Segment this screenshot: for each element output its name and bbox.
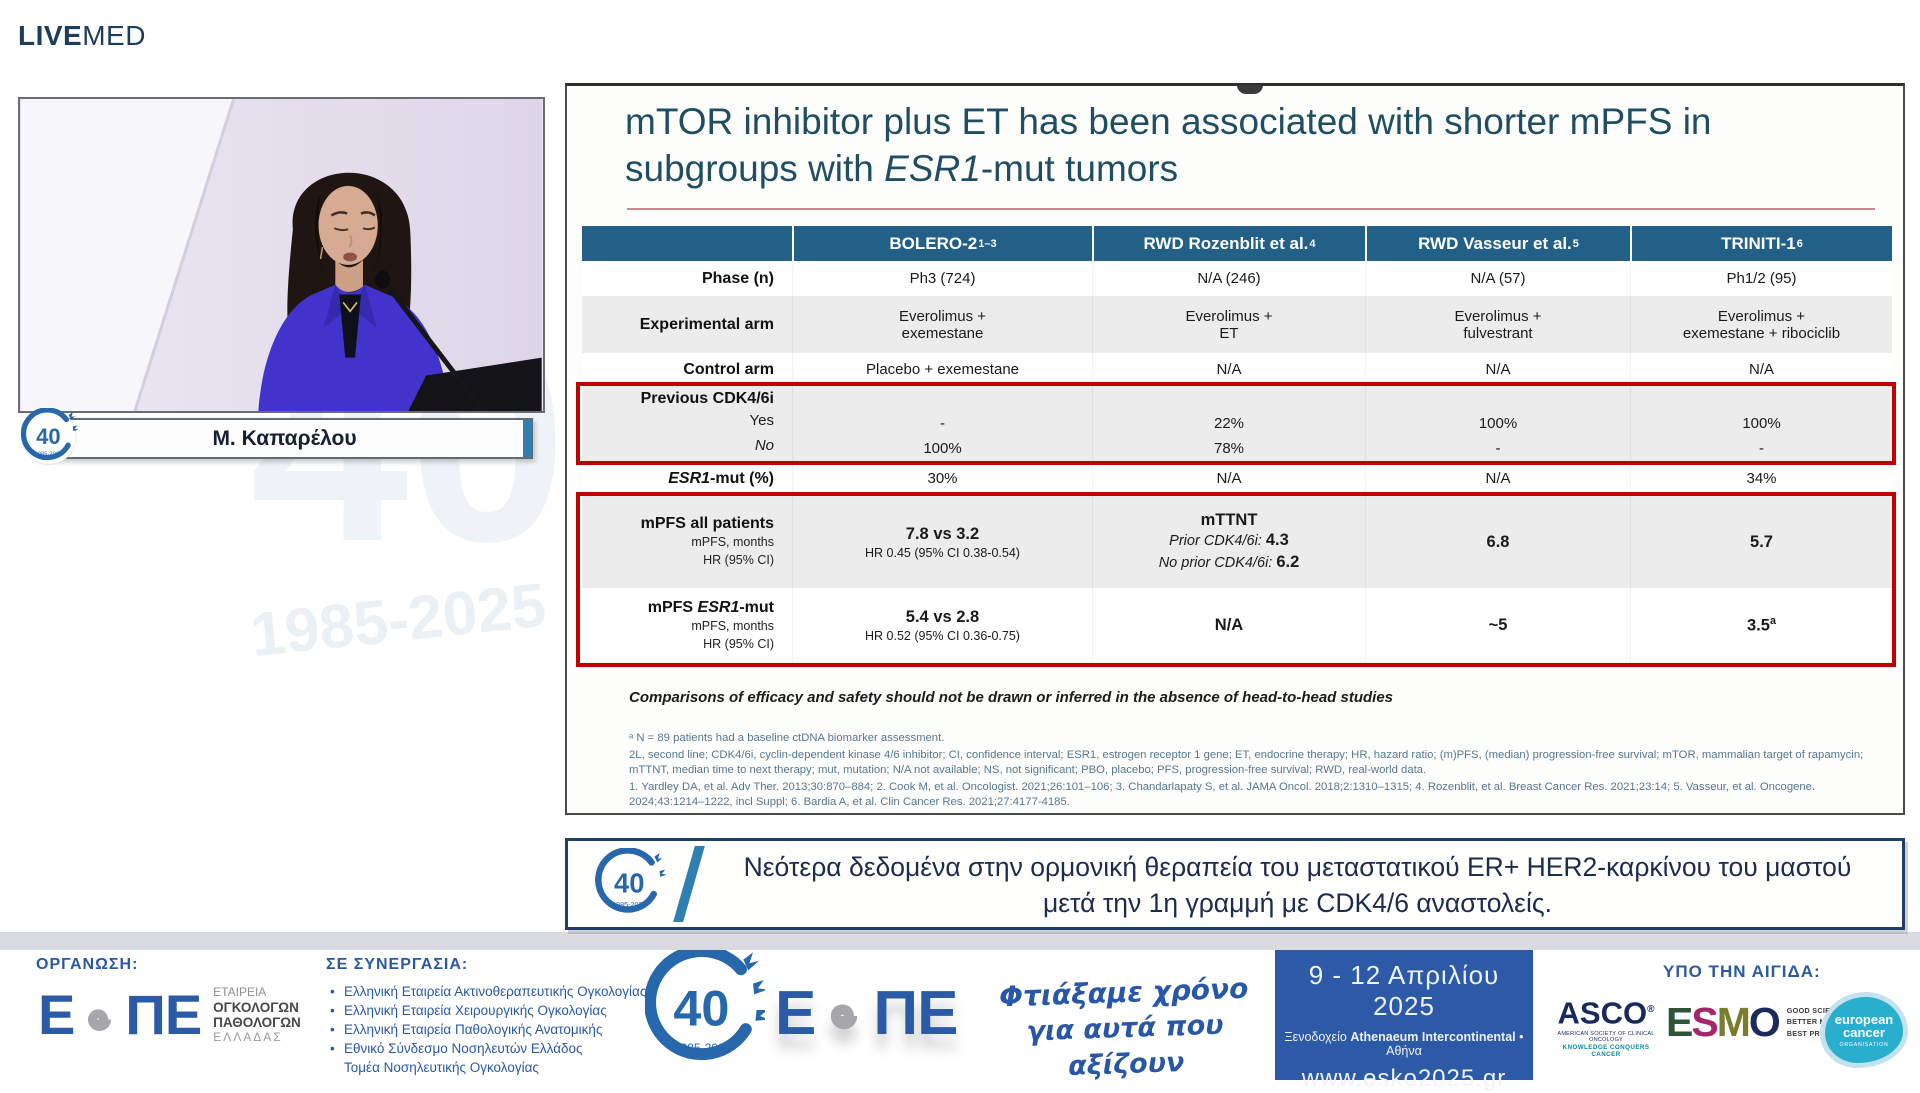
table-row-control-arm: Control arm Placebo + exemestane N/A N/A… (582, 353, 1892, 386)
slide-footnotes: ᵃ N = 89 patients had a baseline ctDNA b… (629, 731, 1874, 812)
microphone-icon (384, 282, 486, 411)
badge-years: 1985-2025 (612, 900, 646, 909)
badge-palm-icon (743, 952, 765, 1021)
footnote-references: 1. Yardley DA, et al. Adv Ther. 2013;30:… (629, 780, 1816, 809)
event-info-box: 9 - 12 Απριλίου 2025 Ξενοδοχείο Athenaeu… (1275, 946, 1533, 1092)
table-row-esr1-mut: ESR1-mut (%) 30% N/A N/A 34% (582, 461, 1892, 496)
badge-splash-icon (68, 412, 78, 432)
footnote-a: ᵃ N = 89 patients had a baseline ctDNA b… (629, 732, 945, 744)
stage-curtain (21, 99, 234, 411)
slide-title: mTOR inhibitor plus ET has been associat… (625, 98, 1905, 192)
badge-number: 40 (614, 868, 644, 899)
presentation-slide: mTOR inhibitor plus ET has been associat… (565, 83, 1905, 815)
session-title-banner: 40 1985-2025 Νεότερα δεδομένα στην ορμον… (565, 838, 1905, 930)
spiral-icon (817, 987, 871, 1041)
bullet-icon: • (330, 1003, 335, 1018)
event-dates: 9 - 12 Απριλίου 2025 (1308, 960, 1500, 1021)
speaker-figure (258, 172, 450, 411)
title-underline (627, 208, 1875, 210)
collab-item: • Εθνικό Σύνδεσμο Νοσηλευτών Ελλάδος Τομέ… (330, 1041, 583, 1075)
speaker-nameplate: Μ. Καπαρέλου (36, 418, 533, 459)
badge-years: 1985-2025 (35, 452, 63, 458)
table-row-mpfs-all-patients: mPFS all patients mPFS, months HR (95% C… (582, 496, 1892, 588)
bullet-icon: • (330, 1022, 335, 1037)
table-header-row: BOLERO-2 1–3 RWD Rozenblit et al. 4 RWD Va… (582, 226, 1892, 261)
aegis-label: ΥΠΟ ΤΗΝ ΑΙΓΙΔΑ: (1663, 962, 1821, 981)
livemed-logo-live: LIVE (18, 20, 83, 51)
table-row-experimental-arm: Experimental arm Everolimus + exemestane… (582, 296, 1892, 353)
table-row-previous-cdk46i: Previous CDK4/6i Yes No - 100% 22% 78% 1… (582, 386, 1892, 461)
badge-number: 40 (673, 980, 729, 1037)
bullet-icon: • (330, 1041, 335, 1056)
podium (408, 357, 542, 411)
collaboration-label: ΣΕ ΣΥΝΕΡΓΑΣΙΑ: (326, 956, 469, 973)
speaker-video (18, 97, 545, 413)
collaboration-list: • Ελληνική Εταιρεία Ακτινοθεραπευτικής Ογ… (330, 982, 646, 1077)
header-triniti1: TRINITI-1 6 (1630, 226, 1892, 261)
header-blank-cell (582, 226, 792, 261)
highlight-box-previous-cdk46i (576, 382, 1896, 465)
slide-title-line1: mTOR inhibitor plus ET has been associat… (625, 101, 1712, 142)
nameplate-accent-bar (523, 420, 531, 457)
spiral-icon (76, 991, 123, 1038)
collab-item: • Ελληνική Εταιρεία Παθολογικής Ανατομική… (330, 1022, 603, 1037)
event-url: www.esko2025.gr (1301, 1065, 1507, 1092)
badge-number: 40 (36, 424, 61, 449)
header-bolero2: BOLERO-2 1–3 (792, 226, 1092, 261)
speaker-video-scene (21, 99, 542, 411)
table-row-mpfs-esr1-mut: mPFS ESR1-mut mPFS, months HR (95% CI) 5… (582, 588, 1892, 663)
header-vasseur: RWD Vasseur et al. 5 (1365, 226, 1630, 261)
header-rozenblit: RWD Rozenblit et al. 4 (1092, 226, 1365, 261)
asco-logo: ASCO® AMERICAN SOCIETY OF CLINICAL ONCOL… (1557, 995, 1655, 1059)
organizer-label: ΟΡΓΑΝΩΣΗ: (36, 956, 139, 973)
speaker-name: Μ. Καπαρέλου (212, 426, 357, 450)
session-title-line2: μετά την 1η γραμμή με CDK4/6 αναστολείς. (1042, 888, 1553, 918)
anniversary-badge-banner: 40 1985-2025 (594, 848, 666, 920)
study-comparison-table: BOLERO-2 1–3 RWD Rozenblit et al. 4 RWD Va… (582, 226, 1892, 663)
anniversary-badge-small: 40 1985-2025 (20, 408, 78, 466)
collab-item: • Ελληνική Εταιρεία Χειρουργικής Ογκολογί… (330, 1003, 607, 1018)
eope-logo-text: ΕΤΑΙΡΕΙΑ ΟΓΚΟΛΟΓΩΝ ΠΑΘΟΛΟΓΩΝ ΕΛΛΑΔΑΣ (213, 984, 301, 1044)
event-venue: Ξενοδοχείο Athenaeum Intercontinental • … (1284, 1030, 1524, 1058)
badge-years: 1985-2025 (674, 1041, 732, 1055)
banner-slash-decoration (673, 846, 705, 922)
badge-splash-icon (654, 853, 666, 877)
livemed-logo-med: MED (82, 20, 146, 51)
collab-item: • Ελληνική Εταιρεία Ακτινοθεραπευτικής Ογ… (330, 984, 647, 999)
slide-title-line2: subgroups with ESR1-mut tumors (625, 148, 1179, 189)
highlight-box-mpfs (576, 492, 1896, 667)
bullet-icon: • (330, 984, 335, 999)
anniversary-slogan: Φτιάξαμε χρόνο για αυτά που αξίζουν (998, 971, 1249, 1082)
table-row-phase: Phase (n) Ph3 (724) N/A (246) N/A (57) P… (582, 261, 1892, 296)
european-cancer-organisation-logo: european cancer ORGANISATION (1820, 992, 1908, 1068)
slide-top-notch (1237, 85, 1263, 94)
session-title: Νεότερα δεδομένα στην ορμονική θεραπεία … (713, 849, 1882, 921)
slide-caution-note: Comparisons of efficacy and safety shoul… (629, 689, 1394, 706)
anniversary-badge-large: 40 1985-2025 (645, 950, 765, 1070)
divider-strip (0, 932, 1920, 950)
session-title-line1: Νεότερα δεδομένα στην ορμονική θεραπεία … (743, 852, 1852, 882)
footnote-abbreviations: 2L, second line; CDK4/6i, cyclin-depende… (629, 748, 1864, 777)
livemed-logo: LIVEMED (18, 20, 146, 52)
